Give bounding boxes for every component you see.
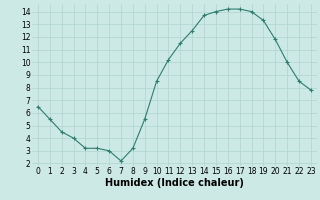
- X-axis label: Humidex (Indice chaleur): Humidex (Indice chaleur): [105, 178, 244, 188]
